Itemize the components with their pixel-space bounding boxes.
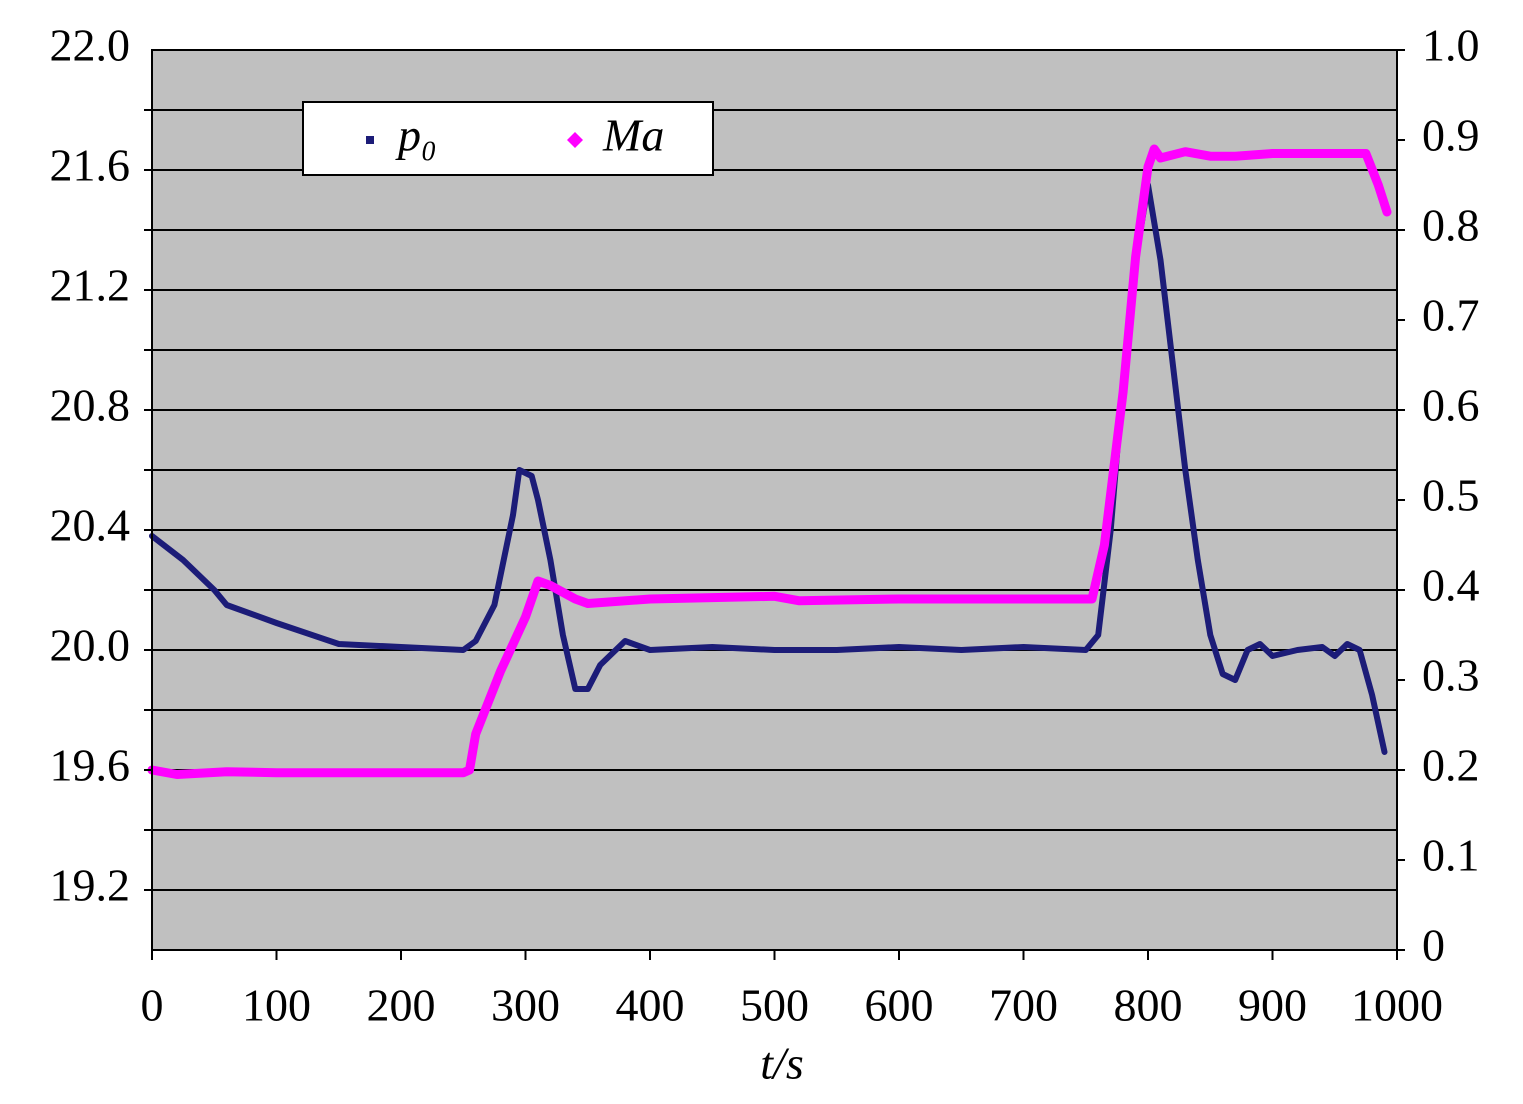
y-tick-label: 21.2 — [50, 260, 131, 311]
legend-label: Ma — [602, 110, 664, 161]
y-tick-label: 19.2 — [50, 860, 131, 911]
y-tick-label: 20.8 — [50, 380, 131, 431]
y2-tick-label: 0.3 — [1422, 650, 1480, 701]
legend-marker — [567, 132, 583, 148]
lines — [147, 144, 1392, 779]
series-line — [149, 182, 1388, 755]
x-tick-label: 900 — [1238, 980, 1307, 1031]
y-tick-label: 21.6 — [50, 140, 131, 191]
y-tick-label: 20.0 — [50, 620, 131, 671]
x-tick-label: 600 — [865, 980, 934, 1031]
y2-tick-label: 0.7 — [1422, 290, 1480, 341]
y-tick-label: 22.0 — [50, 20, 131, 71]
legend-marker — [366, 136, 374, 144]
y-tick-label: 19.6 — [50, 740, 131, 791]
y2-tick-label: 0.2 — [1422, 740, 1480, 791]
y2-tick-label: 0 — [1422, 920, 1445, 971]
x-tick-label: 200 — [367, 980, 436, 1031]
x-tick-label: 100 — [242, 980, 311, 1031]
series-line — [147, 144, 1392, 779]
y2-tick-label: 0.6 — [1422, 380, 1480, 431]
x-tick-label: 800 — [1114, 980, 1183, 1031]
y2-tick-label: 0.9 — [1422, 110, 1480, 161]
y2-tick-label: 0.8 — [1422, 200, 1480, 251]
y-tick-label: 20.4 — [50, 500, 131, 551]
y2-tick-label: 0.1 — [1422, 830, 1480, 881]
plot-area — [152, 50, 1397, 950]
x-tick-label: 300 — [491, 980, 560, 1031]
y2-tick-label: 0.4 — [1422, 560, 1480, 611]
x-tick-label: 400 — [616, 980, 685, 1031]
x-tick-label: 1000 — [1351, 980, 1443, 1031]
x-tick-label: 0 — [141, 980, 164, 1031]
legend-label: p₀ — [395, 110, 437, 161]
x-tick-label: 500 — [740, 980, 809, 1031]
y2-tick-label: 0.5 — [1422, 470, 1480, 521]
x-tick-label: 700 — [989, 980, 1058, 1031]
y2-tick-label: 1.0 — [1422, 20, 1480, 71]
x-axis-title: t/s — [760, 1038, 803, 1089]
